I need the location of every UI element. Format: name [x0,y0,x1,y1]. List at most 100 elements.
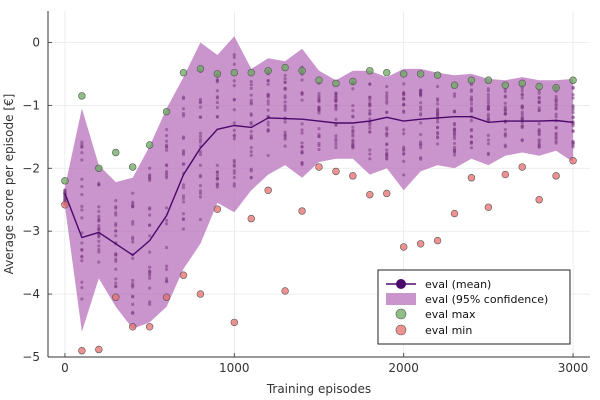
legend-box [377,269,571,345]
episode-dot [97,244,101,248]
episode-dot [97,223,101,228]
eval-min-point [518,163,526,171]
episode-dot [486,142,490,146]
episode-dot [351,145,355,149]
episode-dot [452,145,457,150]
episode-dot [131,240,135,244]
x-tick-label: 3000 [558,361,589,375]
episode-dot [554,141,558,145]
episode-dot [469,102,474,106]
episode-dot [385,126,389,130]
eval-max-point [179,68,188,77]
episode-dot [402,92,406,96]
eval-max-point [501,81,510,89]
legend-band-label: eval (95% confidence) [425,293,548,306]
episode-dot [300,98,304,102]
episode-dot [452,94,457,98]
mean-line-layer [64,116,574,256]
episode-dot [554,133,558,137]
eval-max-point [128,163,137,171]
episode-dot [131,295,135,299]
y-tick-label: −3 [22,224,40,238]
eval-max-point [433,71,442,79]
episode-dot [469,106,474,110]
episode-dot [300,131,304,135]
legend-min-marker [395,324,407,336]
episode-dot [537,145,541,149]
episode-dot [148,276,152,280]
episode-dot [402,82,406,86]
episode-dot [503,134,507,138]
episode-dot [317,108,321,113]
episode-dot [503,108,507,113]
episode-dot [114,205,118,209]
episode-dot [537,91,541,95]
episode-dot [148,286,152,290]
episode-dot [520,93,524,97]
episode-dot [131,222,135,226]
legend-mean-label: eval (mean) [425,278,491,291]
episode-dot [80,140,84,144]
episode-dot [537,142,541,146]
episode-dot [164,279,169,283]
episode-dot [249,86,253,90]
episode-dot [114,198,118,203]
eval-max-point [112,148,120,157]
episode-dot [452,141,457,146]
episode-dot [114,213,118,217]
episode-dot [249,150,253,154]
episode-dot [351,109,355,113]
eval-min-point [61,201,69,209]
episode-dot [385,91,389,95]
eval-max-point [383,68,391,77]
episode-dot [571,93,575,97]
episode-dot [131,256,135,260]
episode-dot [571,105,575,109]
episode-dot [385,85,389,89]
episode-dot [402,159,406,163]
episode-dot [97,235,101,239]
episode-dot [317,92,321,96]
episode-dot [283,120,287,124]
episode-dot [148,223,152,227]
episode-dot [80,158,84,162]
episode-dot [131,202,135,206]
eval-min-point [569,157,577,165]
episode-dot [283,80,287,84]
y-tick-label: −5 [22,350,40,364]
y-tick-label: −1 [22,98,40,112]
episode-dot [300,78,304,82]
episode-dot [198,134,203,138]
episode-dot [164,264,169,268]
eval-min-point [349,172,357,180]
episode-dot [148,250,152,254]
episode-dot [80,285,84,290]
eval-max-point [366,67,374,75]
episode-dot [164,218,169,222]
episode-dot [249,102,253,106]
eval-min-point [399,243,408,251]
episode-dot [249,167,253,171]
episode-dot [80,248,84,252]
episode-dot [385,134,389,138]
eval-max-point [399,70,408,78]
episode-dot [131,278,135,282]
episode-dot [402,151,406,156]
episode-dot [571,143,575,147]
episode-dot [198,150,203,154]
eval-min-point [332,167,340,176]
episode-dot [435,125,440,130]
episode-dot [131,205,135,209]
episode-dot [368,95,372,100]
episode-dot [554,94,558,99]
episode-dot [537,127,541,132]
episode-dot [317,127,321,131]
episode-dot [554,115,558,119]
episode-dot [300,151,304,155]
episode-dot [351,104,355,108]
episode-dot [571,116,575,120]
eval-max-point [78,92,86,100]
eval-max-point [569,76,577,84]
episode-dot [148,173,152,177]
episode-dot [232,98,236,102]
